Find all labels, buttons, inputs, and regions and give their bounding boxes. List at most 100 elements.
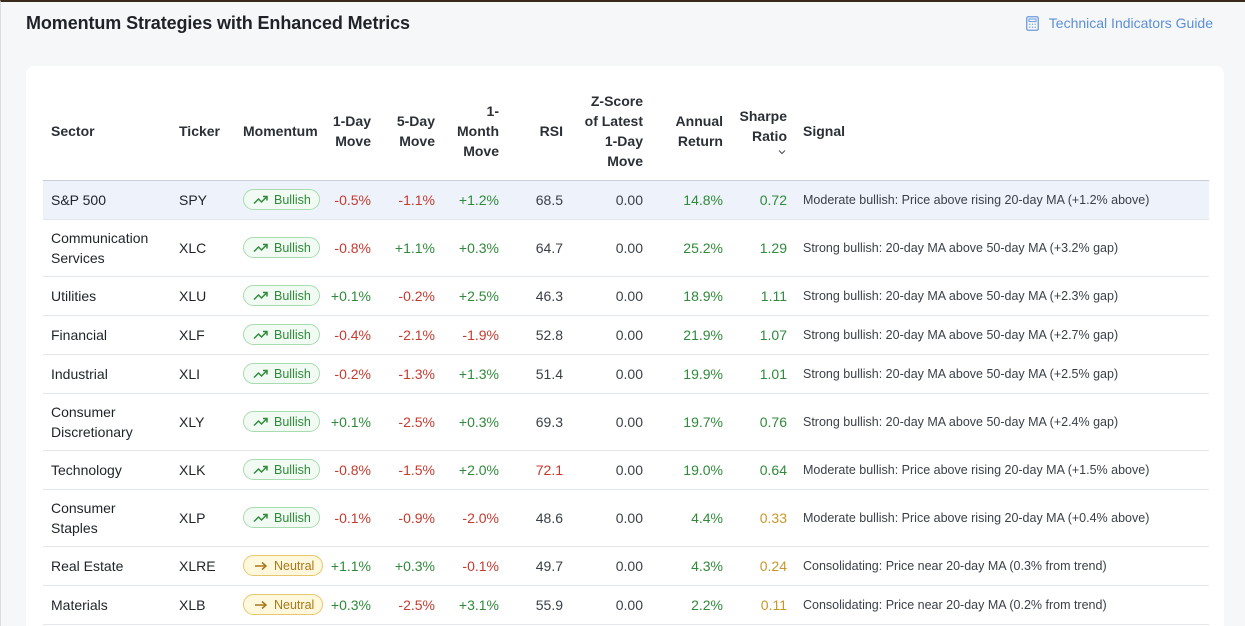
chevron-down-icon xyxy=(778,150,786,155)
cell-annual-return: 25.2% xyxy=(651,219,731,277)
cell-1-month-move: -1.9% xyxy=(443,315,507,355)
momentum-badge: Bullish xyxy=(243,459,320,480)
cell-z-score: 0.00 xyxy=(571,585,651,625)
cell-sharpe-ratio: 0.64 xyxy=(731,450,795,490)
cell-5-day-move: -2.5% xyxy=(379,393,443,451)
cell-rsi: 52.8 xyxy=(507,315,571,355)
col-momentum[interactable]: Momentum xyxy=(235,87,322,181)
momentum-label: Bullish xyxy=(274,192,311,207)
cell-ticker: XLU xyxy=(171,276,235,316)
momentum-badge: Bullish xyxy=(243,411,320,432)
trending-up-icon xyxy=(253,369,268,378)
cell-ticker: XLP xyxy=(171,489,235,547)
momentum-label: Bullish xyxy=(274,510,311,525)
guide-link-label[interactable]: Technical Indicators Guide xyxy=(1048,15,1213,31)
cell-ticker: XLB xyxy=(171,585,235,625)
header-row: Sector Ticker Momentum 1-Day Move 5-Day … xyxy=(43,87,1209,181)
sharpe-ratio-label: Sharpe Ratio xyxy=(739,108,787,145)
trending-up-icon xyxy=(253,291,268,300)
cell-annual-return: 19.9% xyxy=(651,354,731,394)
momentum-label: Bullish xyxy=(274,327,311,342)
cell-z-score: 0.00 xyxy=(571,393,651,451)
col-rsi[interactable]: RSI xyxy=(507,87,571,181)
cell-momentum: Bullish xyxy=(235,315,322,355)
col-signal[interactable]: Signal xyxy=(795,87,1209,181)
momentum-badge: Bullish xyxy=(243,237,320,258)
cell-sector: Materials xyxy=(43,585,171,625)
col-sector[interactable]: Sector xyxy=(43,87,171,181)
col-z-score[interactable]: Z-Score of Latest 1-Day Move xyxy=(571,87,651,181)
col-1-day-move[interactable]: 1-Day Move xyxy=(322,87,379,181)
table-row[interactable]: Consumer Discretionary XLY Bullish +0.1% -2.… xyxy=(43,393,1209,451)
table-header: Sector Ticker Momentum 1-Day Move 5-Day … xyxy=(43,87,1209,181)
cell-1-month-move: +3.1% xyxy=(443,585,507,625)
table-row[interactable]: Industrial XLI Bullish -0.2% -1.3% +1.3% 51.4 0… xyxy=(43,354,1209,394)
cell-1-day-move: -0.1% xyxy=(322,489,379,547)
technical-indicators-guide-link[interactable]: Technical Indicators Guide xyxy=(1025,15,1213,31)
table-row[interactable]: S&P 500 SPY Bullish -0.5% -1.1% +1.2% 68.5 0.00… xyxy=(43,180,1209,220)
cell-momentum: Bullish xyxy=(235,354,322,394)
cell-rsi: 46.3 xyxy=(507,276,571,316)
col-ticker[interactable]: Ticker xyxy=(171,87,235,181)
momentum-label: Neutral xyxy=(274,597,315,612)
cell-signal: Moderate bullish: Price above rising 20-… xyxy=(795,450,1209,490)
cell-signal: Strong bullish: 20-day MA above 50-day M… xyxy=(795,219,1209,277)
table-row[interactable]: Communication Services XLC Bullish -0.8% +1.… xyxy=(43,219,1209,277)
cell-rsi: 69.3 xyxy=(507,393,571,451)
momentum-label: Bullish xyxy=(274,366,311,381)
cell-ticker: XLC xyxy=(171,219,235,277)
cell-sector: S&P 500 xyxy=(43,180,171,220)
cell-momentum: Neutral xyxy=(235,585,324,625)
cell-momentum: Bullish xyxy=(235,489,322,547)
calculator-icon xyxy=(1025,15,1039,31)
cell-rsi: 48.6 xyxy=(507,489,571,547)
trending-up-icon xyxy=(253,513,268,522)
table-row[interactable]: Utilities XLU Bullish +0.1% -0.2% +2.5% 46.3 0.… xyxy=(43,276,1209,316)
cell-signal: Consolidating: Price near 20-day MA (0.3… xyxy=(795,546,1209,586)
cell-signal: Strong bullish: 20-day MA above 50-day M… xyxy=(795,393,1209,451)
col-1-month-move[interactable]: 1-Month Move xyxy=(443,87,507,181)
cell-1-month-move: +0.3% xyxy=(443,219,507,277)
trending-up-icon xyxy=(253,243,268,252)
cell-z-score: 0.00 xyxy=(571,354,651,394)
cell-sharpe-ratio: 1.11 xyxy=(731,276,795,316)
momentum-label: Bullish xyxy=(274,288,311,303)
col-5-day-move[interactable]: 5-Day Move xyxy=(379,87,443,181)
cell-sharpe-ratio: 1.29 xyxy=(731,219,795,277)
cell-1-month-move: +1.3% xyxy=(443,354,507,394)
col-annual-return[interactable]: Annual Return xyxy=(651,87,731,181)
cell-annual-return: 19.0% xyxy=(651,450,731,490)
momentum-badge: Bullish xyxy=(243,189,320,210)
momentum-badge: Neutral xyxy=(243,594,324,615)
col-sharpe-ratio[interactable]: Sharpe Ratio xyxy=(731,87,795,181)
cell-sharpe-ratio: 0.33 xyxy=(731,489,795,547)
cell-sector: Financial xyxy=(43,315,171,355)
cell-z-score: 0.00 xyxy=(571,315,651,355)
cell-annual-return: 2.2% xyxy=(651,585,731,625)
momentum-label: Bullish xyxy=(274,462,311,477)
cell-5-day-move: -1.3% xyxy=(379,354,443,394)
cell-1-day-move: -0.5% xyxy=(322,180,379,220)
cell-momentum: Neutral xyxy=(235,546,324,586)
cell-5-day-move: -0.2% xyxy=(379,276,443,316)
momentum-table: Sector Ticker Momentum 1-Day Move 5-Day … xyxy=(43,87,1209,625)
cell-1-day-move: +1.1% xyxy=(322,546,379,586)
cell-sharpe-ratio: 1.01 xyxy=(731,354,795,394)
momentum-badge: Bullish xyxy=(243,363,320,384)
table-row[interactable]: Technology XLK Bullish -0.8% -1.5% +2.0% 72.1 0… xyxy=(43,450,1209,490)
cell-5-day-move: -1.5% xyxy=(379,450,443,490)
cell-5-day-move: -2.1% xyxy=(379,315,443,355)
cell-5-day-move: +1.1% xyxy=(379,219,443,277)
cell-sector: Consumer Staples xyxy=(43,489,171,547)
cell-signal: Consolidating: Price near 20-day MA (0.2… xyxy=(795,585,1209,625)
table-row[interactable]: Consumer Staples XLP Bullish -0.1% -0.9% -2.0… xyxy=(43,489,1209,547)
table-row[interactable]: Financial XLF Bullish -0.4% -2.1% -1.9% 52.8 0.… xyxy=(43,315,1209,355)
cell-sharpe-ratio: 0.24 xyxy=(731,546,795,586)
cell-1-day-move: +0.1% xyxy=(322,276,379,316)
trending-up-icon xyxy=(253,417,268,426)
table-row[interactable]: Materials XLB Neutral +0.3% -2.5% +3.1% 55.9 0.… xyxy=(43,585,1209,625)
cell-5-day-move: -0.9% xyxy=(379,489,443,547)
momentum-badge: Neutral xyxy=(243,555,324,576)
table-row[interactable]: Real Estate XLRE Neutral +1.1% +0.3% -0.1% 49.… xyxy=(43,546,1209,586)
page-header: Momentum Strategies with Enhanced Metric… xyxy=(1,2,1245,48)
